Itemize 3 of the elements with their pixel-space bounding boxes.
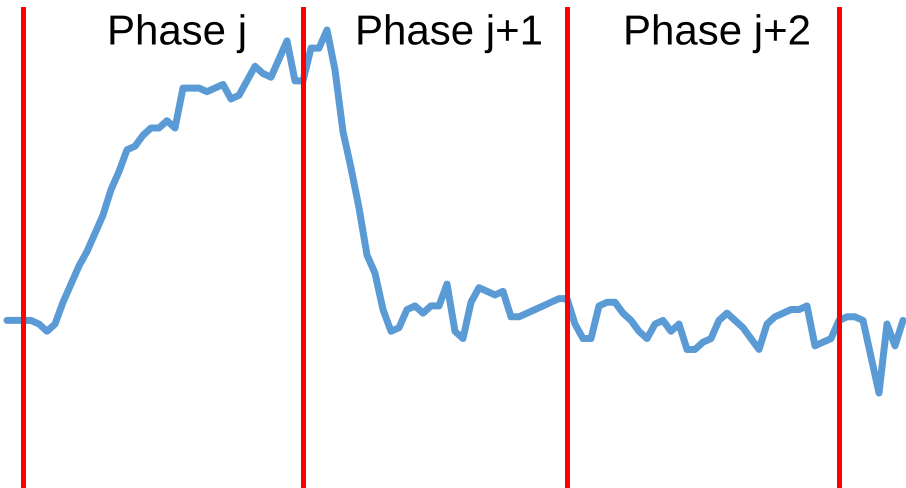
annotation: Phase j bbox=[106, 6, 248, 54]
annotation: Phase j+1 bbox=[355, 6, 543, 54]
annotation: Phase j+2 bbox=[623, 6, 811, 54]
